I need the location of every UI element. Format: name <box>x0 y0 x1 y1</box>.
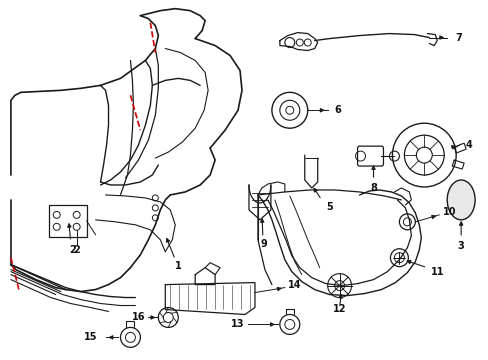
Text: 4: 4 <box>465 140 471 150</box>
FancyBboxPatch shape <box>49 205 86 237</box>
Text: 9: 9 <box>260 239 267 249</box>
Text: 14: 14 <box>287 280 301 289</box>
Text: 2: 2 <box>69 245 76 255</box>
Text: 16: 16 <box>131 312 145 323</box>
Text: 2: 2 <box>73 245 80 255</box>
Text: 6: 6 <box>334 105 340 115</box>
Text: 7: 7 <box>455 32 462 42</box>
Text: 13: 13 <box>231 319 244 329</box>
Text: 5: 5 <box>325 202 332 212</box>
FancyBboxPatch shape <box>357 146 383 166</box>
Text: 15: 15 <box>83 332 97 342</box>
Ellipse shape <box>447 180 474 220</box>
Text: 3: 3 <box>457 241 464 251</box>
Text: 1: 1 <box>175 261 181 271</box>
Text: 8: 8 <box>369 183 376 193</box>
Text: 11: 11 <box>429 267 443 276</box>
Text: 10: 10 <box>442 207 455 217</box>
Text: 12: 12 <box>332 305 346 315</box>
